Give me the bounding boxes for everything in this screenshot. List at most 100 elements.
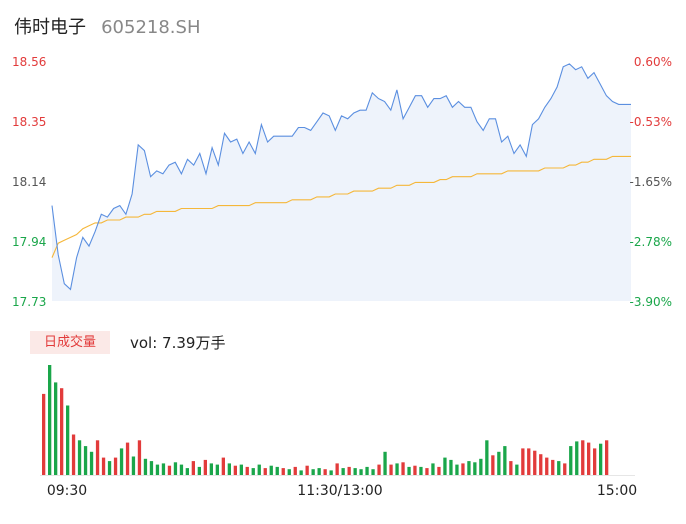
volume-bar bbox=[383, 451, 387, 475]
volume-bar bbox=[437, 466, 441, 475]
volume-bar bbox=[113, 457, 118, 475]
y-tick-left: 17.73 bbox=[12, 295, 46, 309]
volume-bar bbox=[509, 461, 513, 475]
volume-bar bbox=[77, 440, 82, 475]
y-tick-right: -3.90% bbox=[630, 295, 672, 309]
volume-bar bbox=[89, 451, 94, 475]
volume-bar bbox=[66, 405, 70, 475]
volume-bar bbox=[587, 442, 591, 475]
volume-bar bbox=[497, 451, 501, 475]
volume-bar bbox=[395, 463, 399, 475]
volume-bar bbox=[551, 459, 555, 475]
volume-bar bbox=[485, 440, 489, 475]
y-tick-left: 18.35 bbox=[12, 115, 46, 129]
volume-bar bbox=[215, 464, 219, 475]
volume-bar bbox=[149, 461, 154, 475]
stock-header: 伟时电子 605218.SH bbox=[14, 13, 201, 39]
volume-bar bbox=[131, 456, 136, 475]
volume-bar bbox=[473, 462, 477, 475]
volume-bar bbox=[233, 465, 237, 475]
volume-bar bbox=[365, 466, 369, 475]
volume-bar bbox=[491, 455, 495, 475]
stock-code: 605218.SH bbox=[101, 17, 201, 38]
x-tick-label: 11:30/13:00 bbox=[297, 483, 382, 499]
volume-bar bbox=[359, 469, 363, 475]
volume-bar bbox=[245, 466, 249, 475]
volume-bar bbox=[455, 464, 459, 475]
volume-bar bbox=[287, 469, 291, 475]
volume-bar bbox=[323, 469, 327, 475]
volume-bar bbox=[137, 440, 142, 475]
x-tick-label: 15:00 bbox=[597, 483, 637, 499]
volume-bar bbox=[347, 466, 351, 475]
volume-bar bbox=[42, 393, 46, 475]
volume-bar bbox=[185, 468, 189, 475]
volume-bar bbox=[263, 468, 267, 475]
volume-bar bbox=[251, 468, 255, 475]
volume-bar bbox=[125, 442, 130, 475]
y-tick-right: -2.78% bbox=[630, 235, 672, 249]
volume-bar bbox=[563, 463, 567, 475]
volume-bar bbox=[467, 461, 471, 475]
volume-bar bbox=[275, 466, 279, 475]
volume-bar bbox=[521, 448, 525, 475]
volume-bar bbox=[191, 461, 195, 475]
volume-bar bbox=[209, 463, 213, 475]
volume-bar bbox=[48, 365, 52, 475]
volume-bar bbox=[197, 466, 201, 475]
volume-bar bbox=[60, 388, 64, 475]
price-line bbox=[51, 63, 631, 291]
volume-bar bbox=[557, 461, 561, 475]
volume-bar bbox=[353, 468, 357, 475]
volume-bar bbox=[173, 462, 178, 475]
volume-bar bbox=[227, 463, 231, 475]
volume-bar bbox=[143, 458, 148, 475]
volume-bar bbox=[461, 463, 465, 475]
volume-bar bbox=[54, 382, 58, 475]
volume-panel bbox=[40, 365, 635, 476]
volume-bar bbox=[539, 454, 543, 475]
volume-bar bbox=[101, 457, 106, 475]
y-tick-right: -1.65% bbox=[630, 175, 672, 189]
volume-bar bbox=[599, 443, 603, 475]
volume-bar bbox=[329, 470, 333, 475]
volume-bar bbox=[515, 464, 519, 475]
volume-bar bbox=[317, 468, 321, 475]
volume-bar bbox=[581, 440, 585, 475]
volume-bar bbox=[449, 459, 453, 475]
volume-bar bbox=[95, 440, 100, 475]
average-price-line bbox=[51, 155, 631, 258]
volume-tab[interactable]: 日成交量 bbox=[30, 331, 110, 354]
volume-bar bbox=[425, 468, 429, 475]
volume-bar bbox=[503, 446, 507, 475]
volume-bar bbox=[239, 464, 243, 475]
stock-name: 伟时电子 bbox=[14, 17, 86, 38]
x-tick-label: 09:30 bbox=[47, 483, 87, 499]
volume-bar bbox=[533, 450, 537, 475]
volume-bar bbox=[167, 465, 172, 475]
volume-bar bbox=[281, 468, 285, 475]
volume-bar bbox=[479, 458, 483, 475]
volume-bar bbox=[527, 448, 531, 475]
volume-bar bbox=[335, 463, 339, 475]
volume-bar bbox=[443, 457, 447, 475]
volume-bar bbox=[179, 464, 184, 475]
volume-bar bbox=[311, 469, 315, 475]
volume-bar bbox=[593, 448, 597, 475]
volume-bar bbox=[545, 457, 549, 475]
volume-bar bbox=[107, 461, 112, 475]
volume-bar bbox=[419, 466, 423, 475]
price-area-fill bbox=[52, 63, 631, 302]
y-tick-left: 18.14 bbox=[12, 175, 46, 189]
time-axis: 09:30 11:30/13:00 15:00 bbox=[47, 483, 637, 499]
volume-bar bbox=[305, 465, 309, 475]
volume-bar bbox=[377, 464, 381, 475]
volume-bar bbox=[407, 466, 411, 475]
volume-bar bbox=[83, 446, 88, 475]
volume-bar bbox=[71, 434, 76, 475]
volume-bar bbox=[161, 463, 166, 475]
volume-readout: vol: 7.39万手 bbox=[130, 334, 226, 352]
volume-bar bbox=[203, 459, 207, 475]
volume-bar bbox=[269, 465, 273, 475]
